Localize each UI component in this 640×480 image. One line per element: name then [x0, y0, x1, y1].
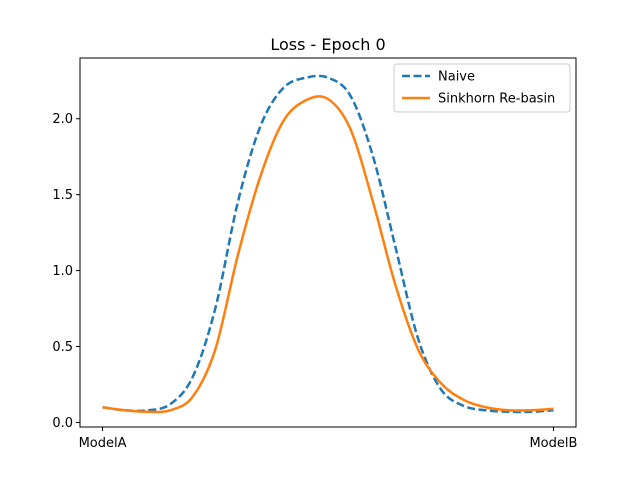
y-tick-label: 0.5 — [52, 340, 73, 355]
series-line-1 — [102, 74, 554, 414]
y-tick-label: 2.0 — [52, 112, 73, 127]
series-line-2 — [102, 95, 554, 414]
y-tick-label: 1.5 — [52, 188, 73, 203]
legend-label-2: Sinkhorn Re-basin — [438, 92, 555, 107]
y-tick-label: 0.0 — [52, 416, 73, 431]
x-tick-label: ModelA — [79, 436, 127, 451]
series-layer — [102, 74, 554, 414]
axis-layer: ModelA ModelB 0.0 0.5 1.0 1.5 2.0 — [52, 112, 577, 451]
legend-label-1: Naive — [438, 70, 475, 85]
chart-title: Loss - Epoch 0 — [270, 35, 385, 54]
plot-area-frame — [79, 57, 577, 428]
legend-box — [393, 63, 571, 113]
legend: Naive Sinkhorn Re-basin — [393, 63, 571, 113]
x-tick-label: ModelB — [529, 436, 577, 451]
y-tick-label: 1.0 — [52, 264, 73, 279]
